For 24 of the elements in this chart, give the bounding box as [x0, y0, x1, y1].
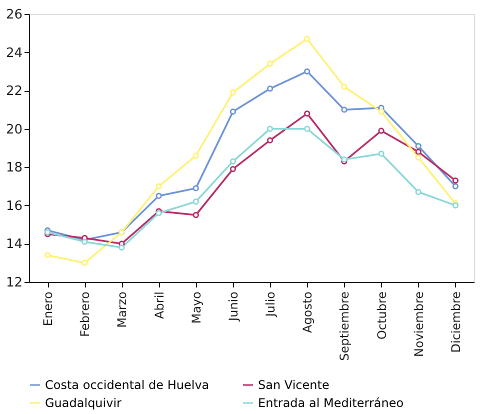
- y-tick-label: 16: [6, 198, 22, 214]
- x-tick-label: Febrero: [78, 292, 92, 337]
- x-tick-label: Enero: [41, 292, 56, 326]
- legend-label: Entrada al Mediterráneo: [258, 396, 404, 410]
- legend-label: Costa occidental de Huelva: [45, 378, 210, 392]
- x-tick-label: Septiembre: [338, 292, 352, 361]
- x-tick-label: Julio: [264, 292, 278, 318]
- x-tick-label: Noviembre: [412, 292, 426, 357]
- x-tick-label: Diciembre: [448, 292, 463, 353]
- y-tick-label: 24: [6, 46, 22, 61]
- y-tick-label: 20: [6, 122, 22, 138]
- y-tick-label: 12: [6, 276, 22, 290]
- x-tick-label: Junio: [226, 292, 240, 322]
- y-tick-label: 18: [6, 160, 22, 176]
- x-tick-label: Marzo: [115, 292, 130, 328]
- x-tick-label: Abril: [152, 292, 166, 319]
- y-tick-label: 26: [6, 8, 22, 22]
- legend-label: San Vicente: [258, 378, 330, 392]
- x-tick-label: Agosto: [300, 292, 315, 333]
- x-tick-label: Mayo: [189, 292, 204, 324]
- y-tick-label: 14: [6, 237, 22, 252]
- legend-label: Guadalquivir: [45, 396, 122, 410]
- x-tick-label: Octubre: [374, 292, 389, 340]
- y-tick-label: 22: [6, 84, 22, 100]
